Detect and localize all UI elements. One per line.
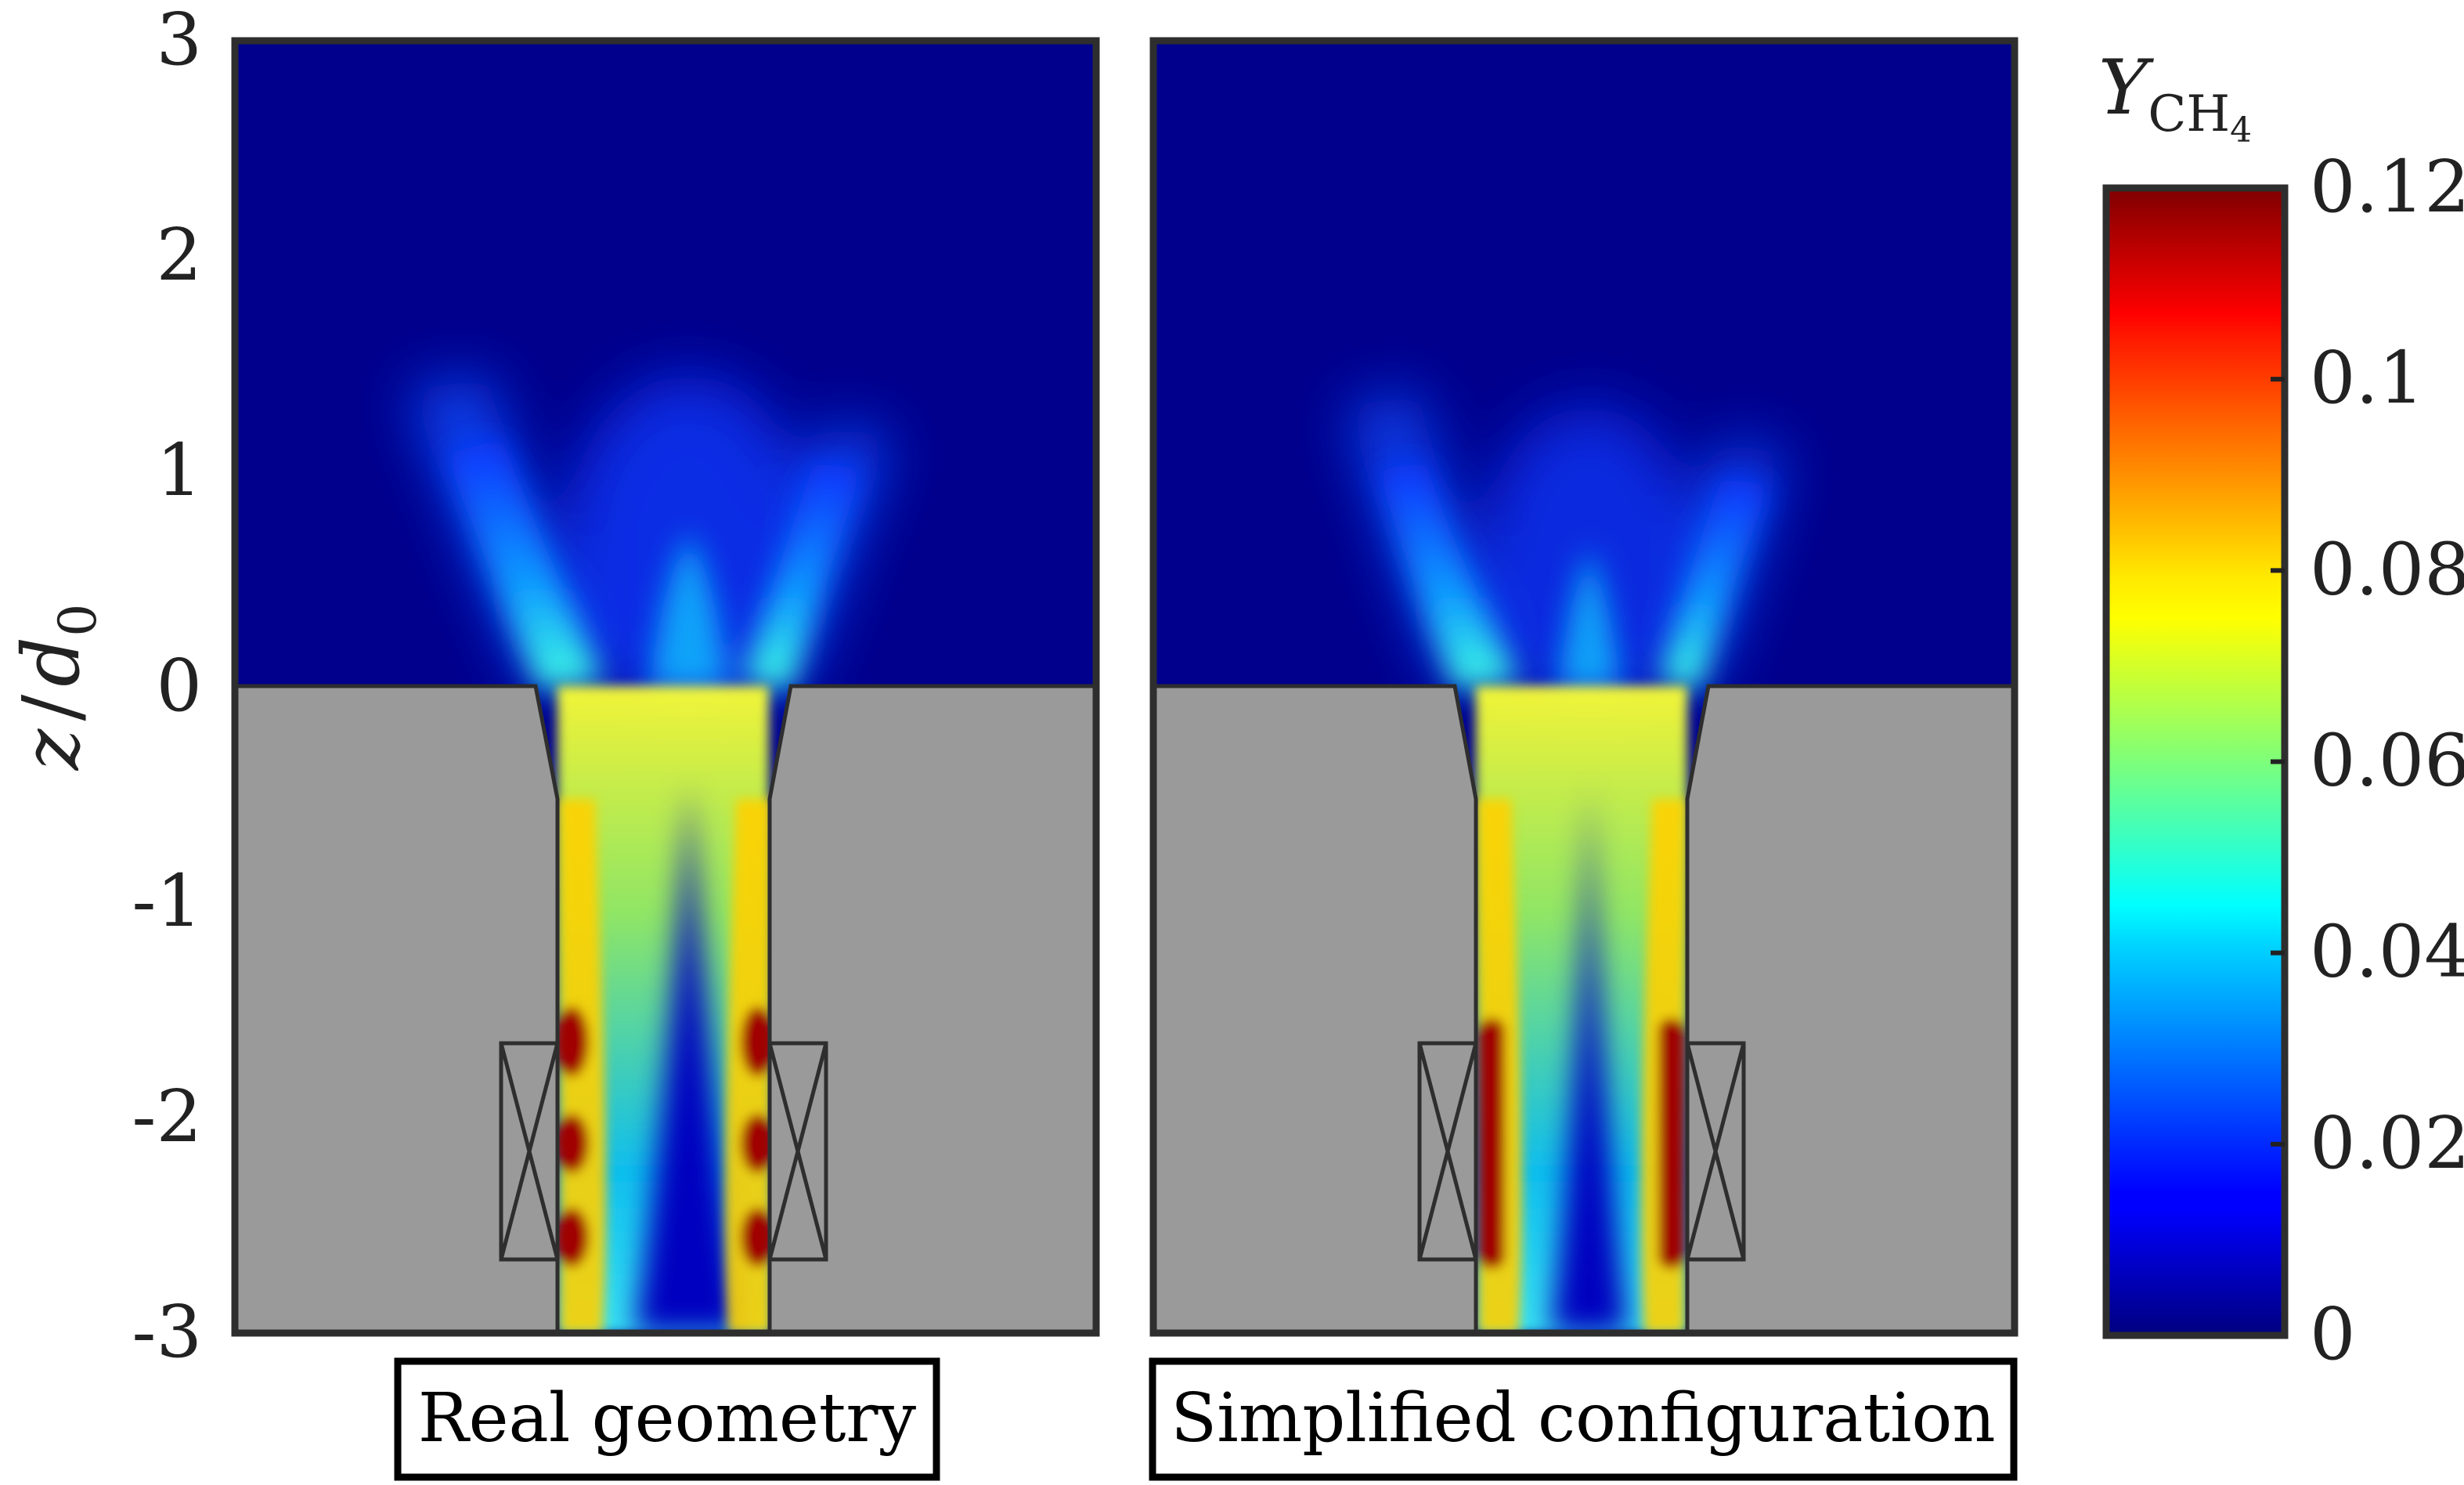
- swirler-right: [767, 1041, 828, 1262]
- y-axis: 3 2 1 0 -1 -2 -3: [132, 0, 202, 1374]
- y-axis-label-text: z/d0: [5, 604, 108, 771]
- hotspot-band: [1658, 1018, 1685, 1269]
- colorbar-tick-label: 0.02: [2310, 1101, 2464, 1185]
- swirler-right: [1685, 1041, 1746, 1262]
- y-tick-label: 1: [156, 428, 202, 512]
- panel-title: Real geometry: [418, 1379, 917, 1458]
- inner-core: [1550, 783, 1629, 1333]
- panel-title: Simplified configuration: [1171, 1379, 1995, 1458]
- y-tick-label: -1: [132, 859, 202, 943]
- plume-left-arm: [1378, 462, 1519, 689]
- panel-title-box: [1149, 1357, 2018, 1481]
- colorbar-tick-label: 0.06: [2310, 719, 2464, 803]
- plume-center-stem: [1558, 548, 1621, 689]
- y-axis-label: z/d0: [5, 604, 108, 771]
- panel-title-box: [394, 1357, 940, 1481]
- colorbar-tick-label: 0.04: [2310, 910, 2464, 994]
- colorbar-tick-label: 0: [2310, 1292, 2356, 1376]
- hotspot: [554, 1114, 589, 1173]
- colorbar-ticks: 0 0.02 0.04 0.06 0.08 0.1 0.12: [2271, 145, 2464, 1376]
- plume-right-arm: [744, 462, 861, 689]
- swirler-left: [1417, 1041, 1478, 1262]
- y-tick-label: -3: [132, 1290, 202, 1374]
- plume-left-arm: [446, 439, 603, 689]
- hotspot: [741, 1006, 775, 1077]
- panel-frame: [1149, 37, 2018, 1337]
- panel-simplified-configuration: Simplified configuration: [1149, 37, 2018, 1481]
- colorbar-tick-label: 0.12: [2310, 145, 2464, 229]
- colorbar-gradient: [2102, 184, 2289, 1339]
- hotspot: [741, 1114, 775, 1173]
- panel-frame: [231, 37, 1100, 1337]
- colorbar: 0 0.02 0.04 0.06 0.08 0.1 0.12 YCH4: [2098, 44, 2464, 1376]
- inner-core: [634, 783, 744, 1333]
- panel-real-geometry: Real geometry: [231, 37, 1100, 1481]
- y-tick-label: -2: [132, 1075, 202, 1158]
- hotspot-band: [1478, 1018, 1505, 1269]
- colorbar-label: YCH4: [2098, 44, 2252, 150]
- swirler-left: [499, 1041, 560, 1262]
- plume-right-arm: [1660, 478, 1770, 689]
- hotspot: [554, 1208, 589, 1267]
- y-tick-label: 2: [156, 213, 202, 297]
- hotspot: [741, 1208, 775, 1267]
- hotspot: [554, 1006, 589, 1077]
- y-tick-label: 3: [156, 0, 202, 81]
- plume-center-stem: [650, 533, 728, 689]
- colorbar-tick-label: 0.08: [2310, 527, 2464, 611]
- colorbar-tick-label: 0.1: [2310, 336, 2424, 420]
- y-tick-label: 0: [156, 644, 202, 728]
